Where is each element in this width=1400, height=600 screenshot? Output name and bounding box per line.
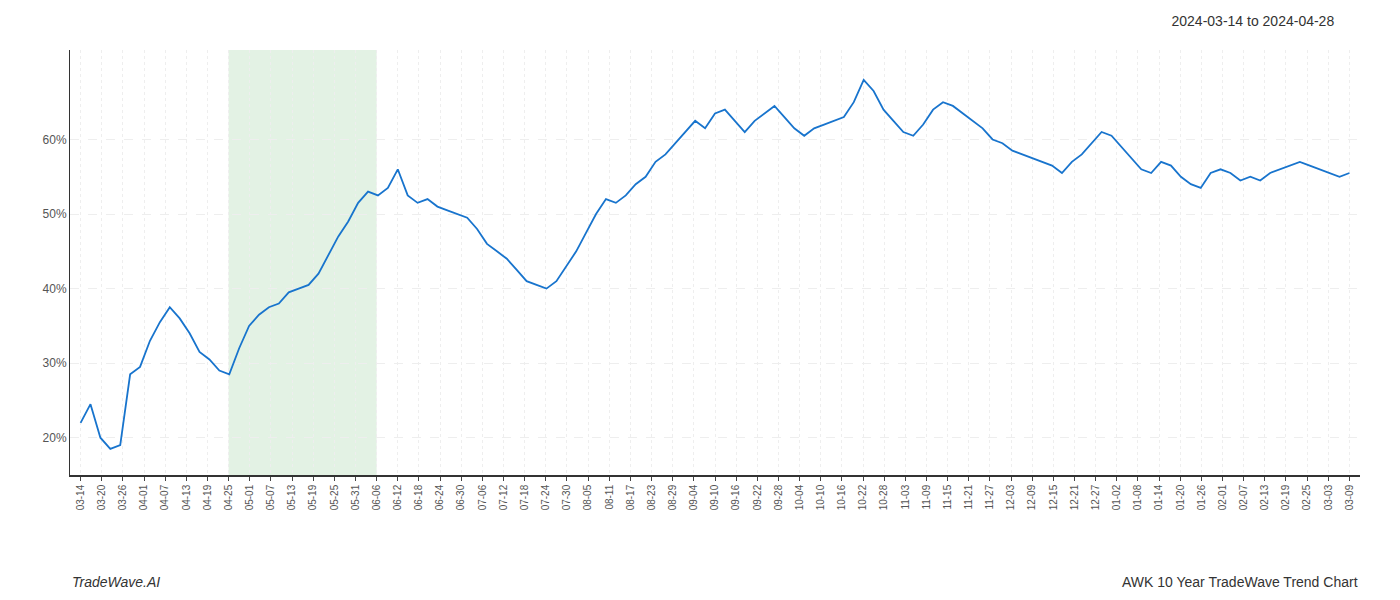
svg-text:03-03: 03-03	[1323, 484, 1334, 510]
svg-text:06-06: 06-06	[371, 484, 382, 510]
svg-text:08-05: 08-05	[582, 484, 593, 510]
svg-text:11-15: 11-15	[942, 484, 953, 509]
svg-text:30%: 30%	[43, 356, 67, 370]
svg-text:20%: 20%	[43, 431, 67, 445]
svg-text:12-21: 12-21	[1069, 484, 1080, 510]
svg-text:2024-03-14 to 2024-04-28: 2024-03-14 to 2024-04-28	[1172, 13, 1335, 29]
svg-text:11-21: 11-21	[963, 484, 974, 509]
svg-text:06-24: 06-24	[434, 484, 445, 510]
svg-text:06-30: 06-30	[455, 484, 466, 510]
svg-text:03-14: 03-14	[75, 484, 86, 510]
svg-text:05-19: 05-19	[307, 484, 318, 510]
svg-text:10-10: 10-10	[815, 484, 826, 510]
svg-text:01-08: 01-08	[1132, 484, 1143, 510]
svg-text:11-03: 11-03	[900, 484, 911, 509]
svg-text:08-17: 08-17	[625, 484, 636, 510]
svg-text:04-07: 04-07	[159, 484, 170, 510]
svg-text:05-01: 05-01	[244, 484, 255, 510]
svg-text:01-26: 01-26	[1196, 484, 1207, 510]
svg-text:07-06: 07-06	[477, 484, 488, 510]
svg-text:07-30: 07-30	[561, 484, 572, 510]
svg-text:09-28: 09-28	[773, 484, 784, 510]
svg-text:08-23: 08-23	[646, 484, 657, 510]
svg-text:08-11: 08-11	[604, 484, 615, 509]
svg-text:02-25: 02-25	[1301, 484, 1312, 510]
svg-text:11-09: 11-09	[921, 484, 932, 509]
svg-text:09-16: 09-16	[730, 484, 741, 510]
svg-text:07-18: 07-18	[519, 484, 530, 510]
svg-text:02-01: 02-01	[1217, 484, 1228, 510]
svg-text:02-13: 02-13	[1259, 484, 1270, 510]
svg-text:03-20: 03-20	[96, 484, 107, 510]
svg-text:06-12: 06-12	[392, 484, 403, 510]
svg-text:02-07: 02-07	[1238, 484, 1249, 510]
svg-text:03-26: 03-26	[117, 484, 128, 510]
svg-text:02-19: 02-19	[1280, 484, 1291, 510]
svg-text:TradeWave.AI: TradeWave.AI	[72, 574, 160, 590]
svg-text:01-20: 01-20	[1175, 484, 1186, 510]
svg-text:05-07: 05-07	[265, 484, 276, 510]
svg-text:01-14: 01-14	[1153, 484, 1164, 510]
svg-text:10-28: 10-28	[878, 484, 889, 510]
svg-text:05-31: 05-31	[350, 484, 361, 510]
svg-text:07-12: 07-12	[498, 484, 509, 510]
svg-text:11-27: 11-27	[984, 484, 995, 509]
svg-text:10-16: 10-16	[836, 484, 847, 510]
svg-text:09-10: 09-10	[709, 484, 720, 510]
svg-text:09-22: 09-22	[752, 484, 763, 510]
svg-text:AWK 10 Year TradeWave Trend Ch: AWK 10 Year TradeWave Trend Chart	[1122, 574, 1358, 590]
svg-text:12-09: 12-09	[1026, 484, 1037, 510]
svg-text:07-24: 07-24	[540, 484, 551, 510]
svg-text:04-01: 04-01	[138, 484, 149, 510]
svg-text:50%: 50%	[43, 207, 67, 221]
svg-text:04-25: 04-25	[223, 484, 234, 510]
svg-text:10-04: 10-04	[794, 484, 805, 510]
svg-text:04-13: 04-13	[181, 484, 192, 510]
svg-text:03-09: 03-09	[1344, 484, 1355, 510]
svg-text:12-03: 12-03	[1005, 484, 1016, 510]
svg-text:04-19: 04-19	[202, 484, 213, 510]
svg-text:08-29: 08-29	[667, 484, 678, 510]
svg-text:12-27: 12-27	[1090, 484, 1101, 510]
svg-text:60%: 60%	[43, 133, 67, 147]
svg-text:12-15: 12-15	[1048, 484, 1059, 510]
svg-text:06-18: 06-18	[413, 484, 424, 510]
svg-text:09-04: 09-04	[688, 484, 699, 510]
svg-text:40%: 40%	[43, 282, 67, 296]
svg-text:05-13: 05-13	[286, 484, 297, 510]
svg-text:10-22: 10-22	[857, 484, 868, 510]
svg-text:05-25: 05-25	[329, 484, 340, 510]
svg-text:01-02: 01-02	[1111, 484, 1122, 510]
